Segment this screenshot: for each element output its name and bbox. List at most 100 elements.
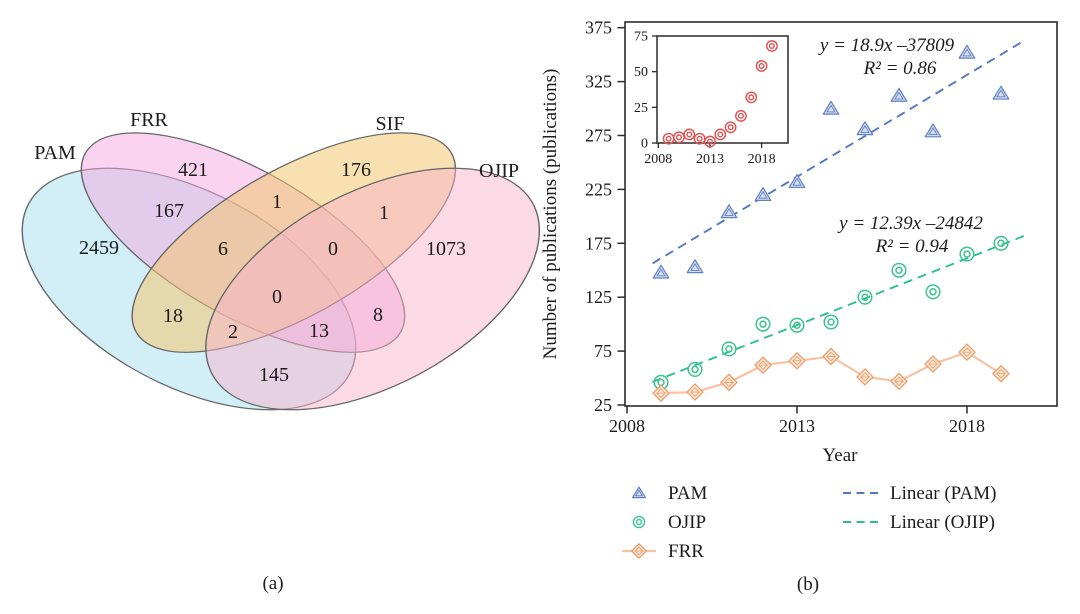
data-series	[652, 44, 1010, 402]
venn-count-frr-sif-ojip: 0	[328, 238, 338, 260]
venn-count-sif-only: 176	[341, 159, 371, 181]
circle-marker-inner	[997, 239, 1005, 248]
venn-count-pam-sif: 18	[163, 305, 183, 327]
venn-label-sif: SIF	[376, 113, 405, 135]
circle-marker-inner	[963, 250, 971, 258]
inset-frame	[656, 35, 789, 144]
legend-markers	[622, 486, 883, 559]
trendline-linear--ojip-	[652, 234, 1027, 383]
plot-frame	[624, 21, 1058, 407]
venn-count-pam-frr-ojip: 13	[309, 320, 329, 342]
circle-marker-outer	[683, 128, 696, 141]
circle-marker-inner	[768, 42, 775, 49]
venn-label-frr: FRR	[130, 109, 168, 131]
diamond-marker-inner	[724, 377, 734, 388]
circle-marker-inner	[635, 518, 643, 526]
circle-marker-inner	[759, 320, 767, 328]
y-tick-label: 75	[594, 341, 612, 361]
circle-marker-inner	[727, 124, 734, 131]
circle-marker-inner	[665, 135, 672, 142]
circle-marker-outer	[766, 40, 778, 52]
circle-marker-outer	[789, 317, 805, 333]
y-tick-label: 175	[585, 233, 612, 253]
circle-marker-outer	[891, 262, 907, 278]
inset-plot: 0 25 50 75 2008 2013 2018	[634, 29, 778, 167]
ojip-r-squared: R² = 0.94	[875, 236, 949, 257]
venn-ellipse-ojip	[205, 167, 541, 411]
inset-y-tick-label: 75	[634, 29, 648, 44]
inset-x-tick-label: 2008	[644, 152, 672, 167]
circle-marker-inner	[748, 94, 755, 101]
triangle-marker-inner	[724, 207, 734, 216]
inset-y-tick-label: 25	[634, 101, 648, 116]
legend-label-linear-ojip: Linear (OJIP)	[890, 512, 995, 533]
legend-label-ojip: OJIP	[668, 512, 706, 533]
circle-marker-inner	[657, 378, 665, 387]
legend-label-linear-pam: Linear (PAM)	[890, 483, 996, 504]
y-tick-label: 275	[585, 126, 612, 146]
circle-marker-outer	[755, 316, 771, 332]
y-tick-label: 225	[585, 179, 612, 199]
venn-ellipses	[21, 132, 541, 411]
y-tick-label: 125	[585, 287, 612, 307]
pam-equation: y = 18.9x –37809	[818, 35, 955, 56]
circle-marker-outer	[632, 515, 646, 529]
triangle-marker-inner	[792, 177, 802, 186]
venn-count-pam-ojip: 145	[259, 364, 289, 386]
diamond-marker-inner	[962, 347, 972, 358]
legend-label-frr: FRR	[668, 541, 704, 562]
circle-marker-inner	[861, 293, 869, 301]
circle-marker-inner	[929, 288, 937, 296]
triangle-marker-inner	[826, 104, 836, 113]
circle-marker-inner	[717, 131, 724, 138]
inset-y-tick-label: 0	[641, 137, 648, 152]
venn-count-pam-frr-sif: 6	[218, 238, 228, 260]
x-tick-label: 2018	[949, 416, 985, 436]
inset-x-tick-label: 2018	[748, 152, 776, 167]
diamond-marker-inner	[634, 546, 644, 556]
inset-y-tick-label: 50	[634, 65, 648, 80]
y-tick-label: 375	[585, 18, 612, 38]
diamond-marker-inner	[894, 376, 904, 387]
diamond-marker-inner	[690, 387, 700, 397]
legend-label-pam: PAM	[668, 483, 708, 504]
diamond-marker-inner	[758, 360, 768, 370]
pam-r-squared: R² = 0.86	[863, 58, 937, 79]
circle-marker-outer	[704, 135, 716, 148]
diamond-marker-inner	[792, 355, 802, 366]
panel-a-venn: PAM FRR SIF OJIP 2459 421 176 1073 167 1…	[0, 0, 541, 609]
circle-marker-outer	[721, 341, 737, 357]
circle-marker-outer	[735, 109, 747, 122]
y-axis-label: Number of publications (publications)	[540, 69, 561, 360]
circle-marker-inner	[675, 134, 682, 141]
diamond-marker-inner	[826, 351, 836, 362]
triangle-marker-inner	[860, 124, 870, 133]
circle-marker-inner	[691, 365, 699, 374]
x-axis-label: Year	[822, 445, 858, 466]
venn-count-center-all: 0	[272, 286, 282, 308]
venn-label-ojip: OJIP	[479, 160, 519, 182]
triangle-marker-inner	[962, 48, 972, 57]
venn-count-sif-ojip: 1	[379, 202, 389, 224]
circle-marker-inner	[706, 138, 713, 145]
circle-marker-inner	[895, 266, 903, 274]
circle-marker-inner	[737, 112, 744, 119]
diamond-marker-inner	[928, 359, 938, 369]
circle-marker-outer	[993, 235, 1009, 251]
triangle-marker-inner	[928, 127, 938, 136]
venn-label-pam: PAM	[34, 142, 76, 164]
venn-count-ojip-only: 1073	[426, 238, 466, 260]
venn-count-pam-sif-ojip: 2	[228, 321, 238, 343]
diamond-marker-inner	[860, 372, 870, 382]
panel-a-letter: (a)	[262, 573, 283, 594]
diamond-marker-inner	[996, 368, 1006, 379]
venn-count-frr-sif: 1	[272, 191, 282, 213]
panel-b-letter: (b)	[797, 574, 819, 595]
venn-count-pam-only: 2459	[79, 237, 119, 259]
y-tick-label: 25	[594, 395, 612, 415]
circle-marker-outer	[959, 246, 975, 262]
triangle-marker-inner	[656, 268, 666, 277]
x-tick-label: 2013	[779, 416, 815, 436]
